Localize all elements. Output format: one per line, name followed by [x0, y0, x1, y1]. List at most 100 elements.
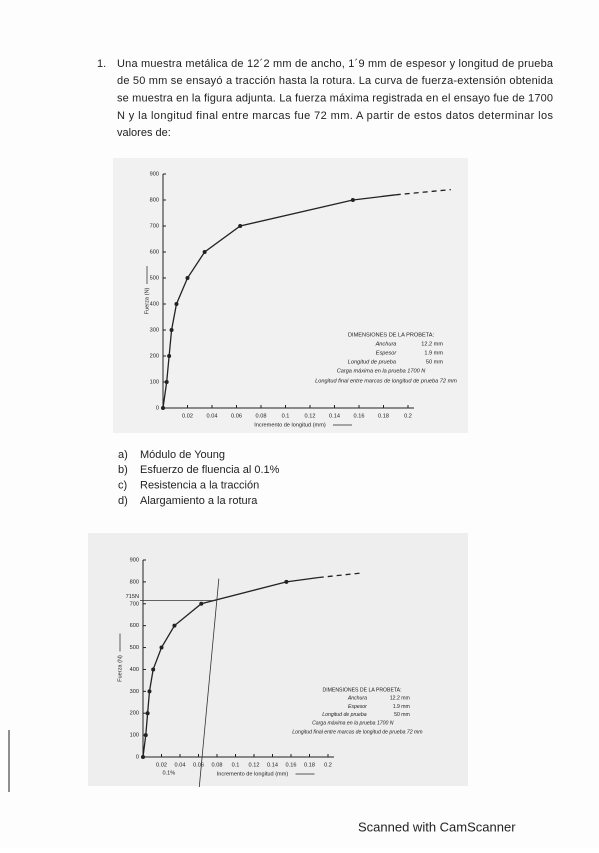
dimension-name: Longitud de prueba	[322, 712, 366, 718]
dimension-value: 50 mm	[426, 359, 443, 365]
curve-extension	[395, 188, 451, 196]
dimensions-box: DIMENSIONES DE LA PROBETA: Anchura 12.2 mm…	[315, 332, 457, 384]
y-tick-label: 0	[156, 405, 159, 411]
y-tick-label: 600	[150, 249, 159, 255]
dimension-name: Espesor	[376, 350, 398, 356]
y-tick-label: 400	[150, 301, 159, 307]
x-tick-label: 0.1	[282, 413, 290, 419]
point	[199, 601, 204, 606]
dimension-name: Longitud de prueba	[348, 359, 396, 365]
dimension-line: Longitud final entre marcas de longitud …	[292, 730, 423, 736]
x-tick-label: 0.14	[329, 413, 340, 419]
x-tick-label: 0.16	[286, 762, 297, 768]
point	[185, 276, 190, 280]
question-letter: b)	[118, 464, 128, 476]
problem-line: valores de:	[117, 127, 171, 139]
y-axis-label: Fuerza (N)	[117, 655, 123, 682]
y-tick-label: 700	[150, 223, 159, 229]
dimensions-title: DIMENSIONES DE LA PROBETA:	[348, 332, 434, 338]
dimension-value: 12.2 mm	[390, 696, 410, 702]
figure-bg	[113, 158, 468, 433]
x-tick-label: 0.14	[267, 762, 278, 768]
y-tick-label: 800	[150, 197, 159, 203]
x-tick-label: 0.12	[305, 413, 316, 419]
y-tick-label: 100	[130, 733, 139, 739]
dimension-name: Espesor	[348, 704, 367, 710]
dimension-line: Carga máxima en la prueba 1700 N	[312, 720, 394, 726]
x-tick-label: 0.08	[256, 413, 267, 419]
curve-extension	[318, 572, 361, 579]
offset-label: 0.1%	[163, 770, 176, 776]
problem-line: N y la longitud final entre marcas fue 7…	[117, 110, 554, 122]
dimension-value: 1.9 mm	[393, 704, 410, 710]
x-tick-label: 0.04	[207, 413, 218, 419]
x-tick-label: 0.02	[156, 762, 167, 768]
x-tick-label: 0.02	[182, 413, 193, 419]
y-tick-label: 800	[130, 579, 139, 585]
y-tick-label: 400	[130, 667, 139, 673]
point	[151, 667, 156, 672]
dimension-line: Longitud final entre marcas de longitud …	[315, 378, 457, 384]
point	[145, 711, 150, 716]
y-tick-label: 100	[150, 379, 159, 385]
y-tick-label: 600	[130, 623, 139, 629]
x-tick-label: 0.04	[175, 762, 186, 768]
question-letter: c)	[118, 480, 127, 492]
dimension-name: Anchura	[347, 696, 367, 702]
yield-label: 715N	[126, 594, 139, 600]
y-tick-label: 300	[130, 689, 139, 695]
figure-bg	[88, 533, 468, 786]
question-text: Alargamiento a la rotura	[140, 495, 258, 507]
dimension-value: 50 mm	[394, 712, 410, 718]
y-axis-label: Fuerza (N)	[144, 288, 150, 315]
point	[172, 623, 177, 628]
dimension-line: Carga máxima en la prueba 1700 N	[337, 368, 427, 374]
question-letter: d)	[118, 495, 128, 507]
curve-end	[352, 194, 396, 201]
point	[167, 354, 172, 358]
problem-number: 1.	[97, 58, 106, 70]
point	[143, 733, 148, 738]
x-tick-label: 0.18	[378, 413, 389, 419]
x-tick-label: 0.18	[304, 762, 315, 768]
x-axis-label: Incremento de longitud (mm)	[217, 771, 289, 777]
point	[159, 645, 164, 650]
x-tick-label: 0.08	[212, 762, 223, 768]
point	[174, 302, 179, 306]
question-letter: a)	[118, 449, 128, 461]
y-tick-label: 500	[150, 275, 159, 281]
offset-line	[198, 578, 220, 788]
y-tick-label: 200	[150, 353, 159, 359]
y-tick-label: 500	[130, 645, 139, 651]
x-tick-label: 0.06	[231, 413, 242, 419]
x-tick-label: 0.1	[232, 762, 240, 768]
dimension-value: 12.2 mm	[421, 341, 443, 347]
point	[147, 689, 152, 694]
problem-line: de 50 mm se ensayó a tracción hasta la r…	[117, 75, 554, 87]
dimensions-box: DIMENSIONES DE LA PROBETA: Anchura 12.2 mm…	[292, 687, 423, 735]
x-tick-label: 0.12	[249, 762, 260, 768]
y-tick-label: 900	[150, 171, 159, 177]
point	[164, 380, 169, 384]
point	[141, 755, 145, 759]
footer: Scanned with CamScanner	[358, 819, 516, 834]
y-tick-label: 0	[136, 754, 139, 760]
y-tick-label: 300	[150, 327, 159, 333]
x-tick-label: 0.2	[404, 413, 412, 419]
x-tick-label: 0.16	[354, 413, 365, 419]
point	[238, 224, 243, 228]
dimension-value: 1.9 mm	[424, 350, 443, 356]
dimension-name: Anchura	[375, 341, 397, 347]
x-tick-label: 0.06	[193, 762, 204, 768]
y-tick-label: 700	[130, 601, 139, 607]
point	[202, 250, 207, 254]
problem-line: Una muestra metálica de 12´2 mm de ancho…	[117, 58, 554, 70]
point	[169, 328, 174, 332]
y-tick-label: 900	[130, 557, 139, 563]
point	[161, 406, 165, 410]
question-text: Esfuerzo de fluencia al 0.1%	[140, 464, 280, 476]
dimensions-title: DIMENSIONES DE LA PROBETA:	[322, 687, 401, 693]
curve-end	[286, 576, 319, 583]
question-text: Resistencia a la tracción	[140, 480, 259, 492]
